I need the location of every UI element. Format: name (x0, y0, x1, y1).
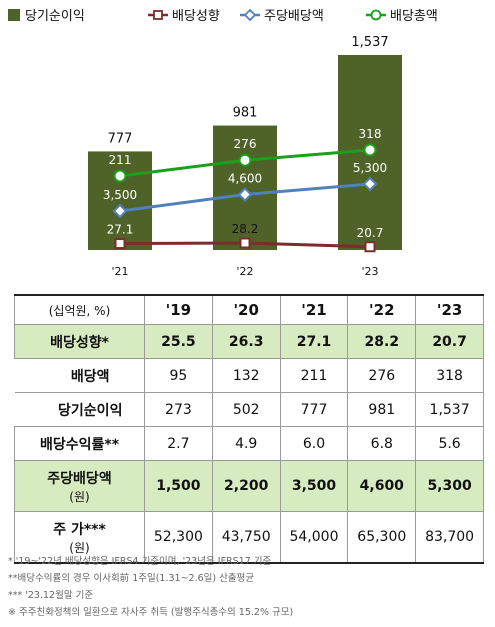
table-row-dividend-yield: 배당수익률** 2.7 4.9 6.0 6.8 5.6 (14, 426, 484, 461)
row-label-main: 주 가*** (53, 521, 106, 538)
dividend-chart: 777 981 1,537 '21 '22 '23 27.1 28.2 20.7 3,500 4,6… (8, 8, 438, 278)
table-cell: 5,300 (415, 460, 484, 512)
x-tick-label: '23 (361, 265, 378, 278)
payout-ratio-marker (114, 238, 126, 250)
year-header: '21 (279, 294, 349, 325)
bar-value-label: 981 (233, 106, 258, 121)
unit-label: (십억원, %) (14, 294, 145, 325)
table-cell: 27.1 (279, 324, 349, 359)
table-cell: 52,300 (144, 511, 213, 564)
payout-ratio-marker (364, 241, 376, 253)
legend-marker (370, 9, 382, 21)
payout-ratio-marker (239, 237, 251, 249)
table-cell: 1,500 (144, 460, 213, 512)
legend-swatch (8, 9, 20, 21)
table-cell: 6.8 (347, 426, 417, 461)
total-dividend-value-label: 211 (109, 153, 132, 167)
row-label: 배당액 (14, 358, 145, 393)
table-row-share-price: 주 가*** (원) 52,300 43,750 54,000 65,300 8… (14, 511, 484, 564)
dps-value-label: 4,600 (228, 172, 262, 186)
table-cell: 95 (144, 358, 213, 393)
table-cell: 28.2 (347, 324, 417, 359)
payout-ratio-value-label: 20.7 (357, 226, 384, 240)
table-cell: 4,600 (347, 460, 417, 512)
table-cell: 3,500 (279, 460, 349, 512)
year-header: '20 (211, 294, 281, 325)
year-header: '22 (347, 294, 417, 325)
year-header: '23 (415, 294, 484, 325)
footnote: **배당수익률의 경우 이사회前 1주일(1.31~2.6일) 산출평균 (8, 573, 255, 584)
table-cell: 777 (279, 392, 349, 427)
footnote: ※ 주주친화정책의 일환으로 자사주 취득 (발행주식총수의 15.2% 규모) (8, 607, 294, 618)
table-cell: 54,000 (279, 511, 349, 564)
dps-marker (237, 187, 253, 202)
table-row-payout-ratio: 배당성향* 25.5 26.3 27.1 28.2 20.7 (14, 324, 484, 359)
payout-ratio-value-label: 28.2 (232, 222, 259, 236)
total-dividend-marker (363, 143, 377, 157)
table-header-row: (십억원, %) '19 '20 '21 '22 '23 (14, 294, 484, 325)
row-label: 주당배당액 (원) (14, 460, 145, 512)
row-label-main: 주당배당액 (47, 470, 112, 487)
row-label-unit: (원) (69, 489, 90, 504)
table-cell: 43,750 (211, 511, 281, 564)
table-cell: 25.5 (144, 324, 213, 359)
table-cell: 981 (347, 392, 417, 427)
dps-marker (362, 176, 378, 192)
footnote: * '19~'22년 배당성향은 IFRS4 기준이며, '23년은 IFRS1… (8, 556, 272, 567)
table-cell: 20.7 (415, 324, 484, 359)
table-cell: 4.9 (211, 426, 281, 461)
bar-value-label: 1,537 (351, 35, 388, 50)
row-label: 당기순이익 (14, 392, 145, 427)
table-cell: 273 (144, 392, 213, 427)
row-label: 배당수익률** (14, 426, 145, 461)
legend-label: 배당총액 (390, 9, 438, 24)
dps-marker (112, 203, 128, 219)
table-cell: 502 (211, 392, 281, 427)
year-header: '19 (144, 294, 213, 325)
legend-marker (153, 10, 163, 20)
table-cell: 1,537 (415, 392, 484, 427)
footnotes: * '19~'22년 배당성향은 IFRS4 기준이며, '23년은 IFRS1… (8, 553, 488, 621)
total-dividend-value-label: 318 (359, 127, 382, 141)
table-cell: 211 (279, 358, 349, 393)
dividend-table: (십억원, %) '19 '20 '21 '22 '23 배당성향* 25.5 … (14, 294, 484, 564)
payout-ratio-value-label: 27.1 (107, 223, 134, 237)
x-tick-label: '22 (236, 265, 253, 278)
legend-label: 배당성향 (172, 9, 220, 24)
table-row-dividend-amount: 배당액 95 132 211 276 318 (14, 358, 484, 393)
x-tick-label: '21 (111, 265, 128, 278)
table-cell: 65,300 (347, 511, 417, 564)
legend-marker (243, 8, 257, 22)
footnote: *** '23.12월말 기준 (8, 590, 94, 601)
table-cell: 5.6 (415, 426, 484, 461)
total-dividend-marker (113, 169, 127, 183)
table-cell: 2.7 (144, 426, 213, 461)
bar-value-label: 777 (108, 131, 133, 146)
table-cell: 318 (415, 358, 484, 393)
row-label-unit: (원) (69, 540, 90, 555)
table-cell: 6.0 (279, 426, 349, 461)
dps-value-label: 5,300 (353, 161, 387, 175)
table-cell: 132 (211, 358, 281, 393)
table-row-dps: 주당배당액 (원) 1,500 2,200 3,500 4,600 5,300 (14, 460, 484, 512)
row-label: 주 가*** (원) (14, 511, 145, 564)
table-cell: 276 (347, 358, 417, 393)
table-row-net-income: 당기순이익 273 502 777 981 1,537 (14, 392, 484, 427)
net-income-bar (88, 151, 152, 250)
row-label: 배당성향* (14, 324, 145, 359)
table-cell: 2,200 (211, 460, 281, 512)
table-cell: 83,700 (415, 511, 484, 564)
table-cell: 26.3 (211, 324, 281, 359)
legend-label: 주당배당액 (264, 9, 324, 24)
total-dividend-value-label: 276 (234, 137, 257, 151)
total-dividend-marker (238, 153, 252, 167)
legend-label: 당기순이익 (25, 9, 85, 24)
dps-value-label: 3,500 (103, 188, 137, 202)
